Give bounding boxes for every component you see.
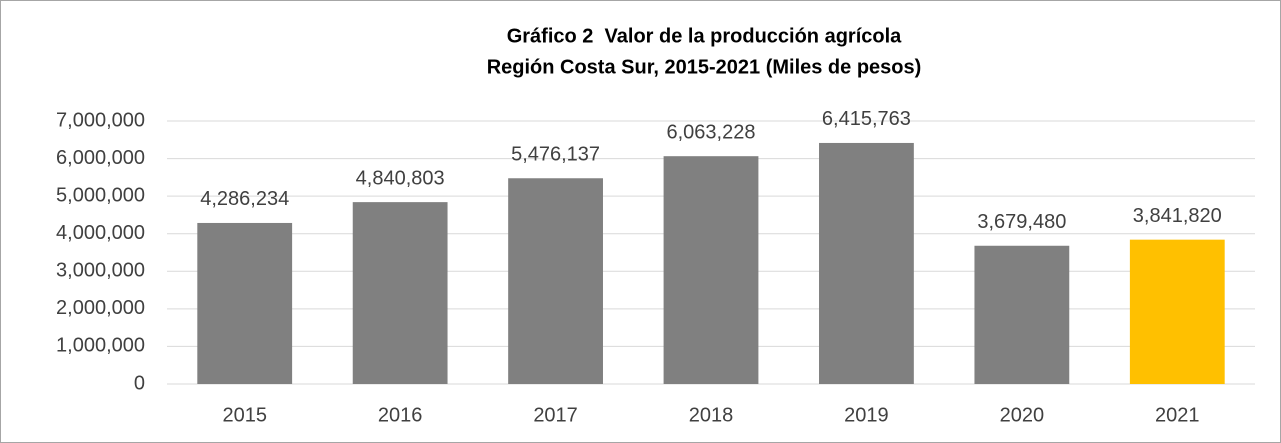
bar: [1129, 239, 1225, 384]
x-tick-label: 2019: [844, 404, 889, 426]
bar: [663, 156, 759, 384]
y-tick-label: 4,000,000: [56, 222, 145, 244]
data-label: 3,679,480: [977, 211, 1066, 233]
y-tick-label: 7,000,000: [56, 109, 145, 131]
chart-title: Gráfico 2 Valor de la producción agrícol…: [507, 25, 902, 47]
data-label: 4,840,803: [356, 167, 445, 189]
bar: [197, 222, 293, 384]
x-tick-label: 2016: [378, 404, 423, 426]
y-tick-label: 1,000,000: [56, 335, 145, 357]
bar: [508, 178, 603, 384]
data-label: 4,286,234: [200, 188, 289, 210]
y-tick-label: 0: [134, 372, 145, 394]
x-tick-label: 2018: [689, 404, 734, 426]
bar: [819, 142, 914, 384]
chart-title: Región Costa Sur, 2015-2021 (Miles de pe…: [487, 56, 922, 78]
y-tick-label: 5,000,000: [56, 184, 145, 206]
data-label: 5,476,137: [511, 144, 600, 166]
x-tick-label: 2021: [1155, 404, 1200, 426]
x-tick-label: 2015: [222, 404, 267, 426]
y-tick-label: 2,000,000: [56, 297, 145, 319]
data-label: 6,063,228: [667, 121, 756, 143]
y-tick-label: 3,000,000: [56, 260, 145, 282]
bar: [352, 202, 448, 384]
data-label: 3,841,820: [1133, 205, 1222, 227]
y-tick-label: 6,000,000: [56, 147, 145, 169]
x-tick-label: 2017: [533, 404, 578, 426]
bar: [974, 245, 1070, 384]
data-label: 6,415,763: [822, 108, 911, 130]
x-tick-label: 2020: [1000, 404, 1045, 426]
